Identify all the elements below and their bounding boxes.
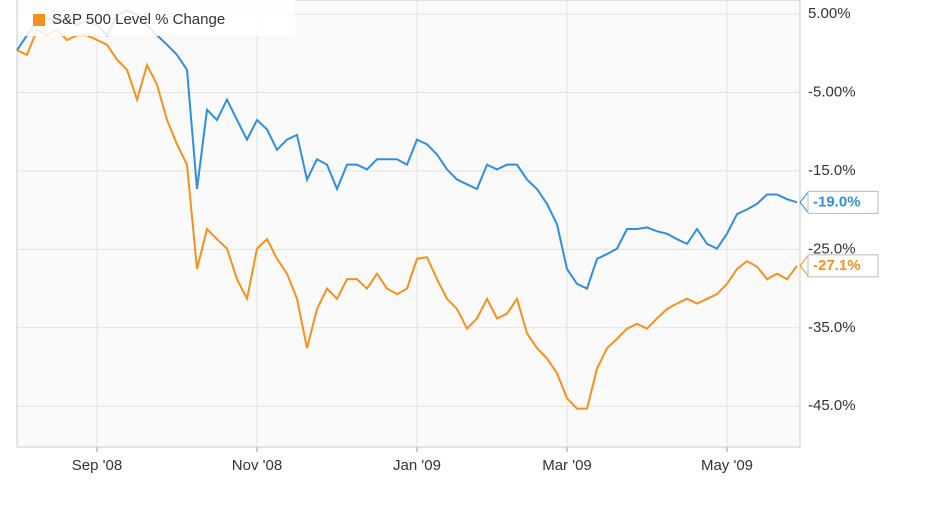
legend-label: S&P 500 Level % Change	[52, 11, 225, 28]
y-tick-label: 5.00%	[808, 5, 851, 22]
end-label: -19.0%	[813, 193, 861, 210]
y-tick-label: -35.0%	[808, 319, 856, 336]
end-label-pointer	[799, 254, 809, 278]
plot-area	[16, 0, 801, 448]
end-label-box	[807, 190, 879, 214]
end-label: -27.1%	[813, 257, 861, 274]
y-tick-label: -5.00%	[808, 84, 856, 101]
x-tick-label: Mar '09	[542, 457, 592, 474]
end-label-pointer	[799, 190, 809, 214]
x-tick-label: Jan '09	[393, 457, 441, 474]
y-tick-label: -45.0%	[808, 397, 856, 414]
y-tick-label: -25.0%	[808, 240, 856, 257]
end-label-box	[807, 254, 879, 278]
y-tick-label: -15.0%	[808, 162, 856, 179]
x-tick-label: Nov '08	[232, 457, 282, 474]
legend-swatch	[33, 14, 45, 26]
legend-box	[19, 0, 295, 36]
x-tick-label: May '09	[701, 457, 753, 474]
x-tick-label: Sep '08	[72, 457, 122, 474]
line-series	[16, 28, 798, 410]
